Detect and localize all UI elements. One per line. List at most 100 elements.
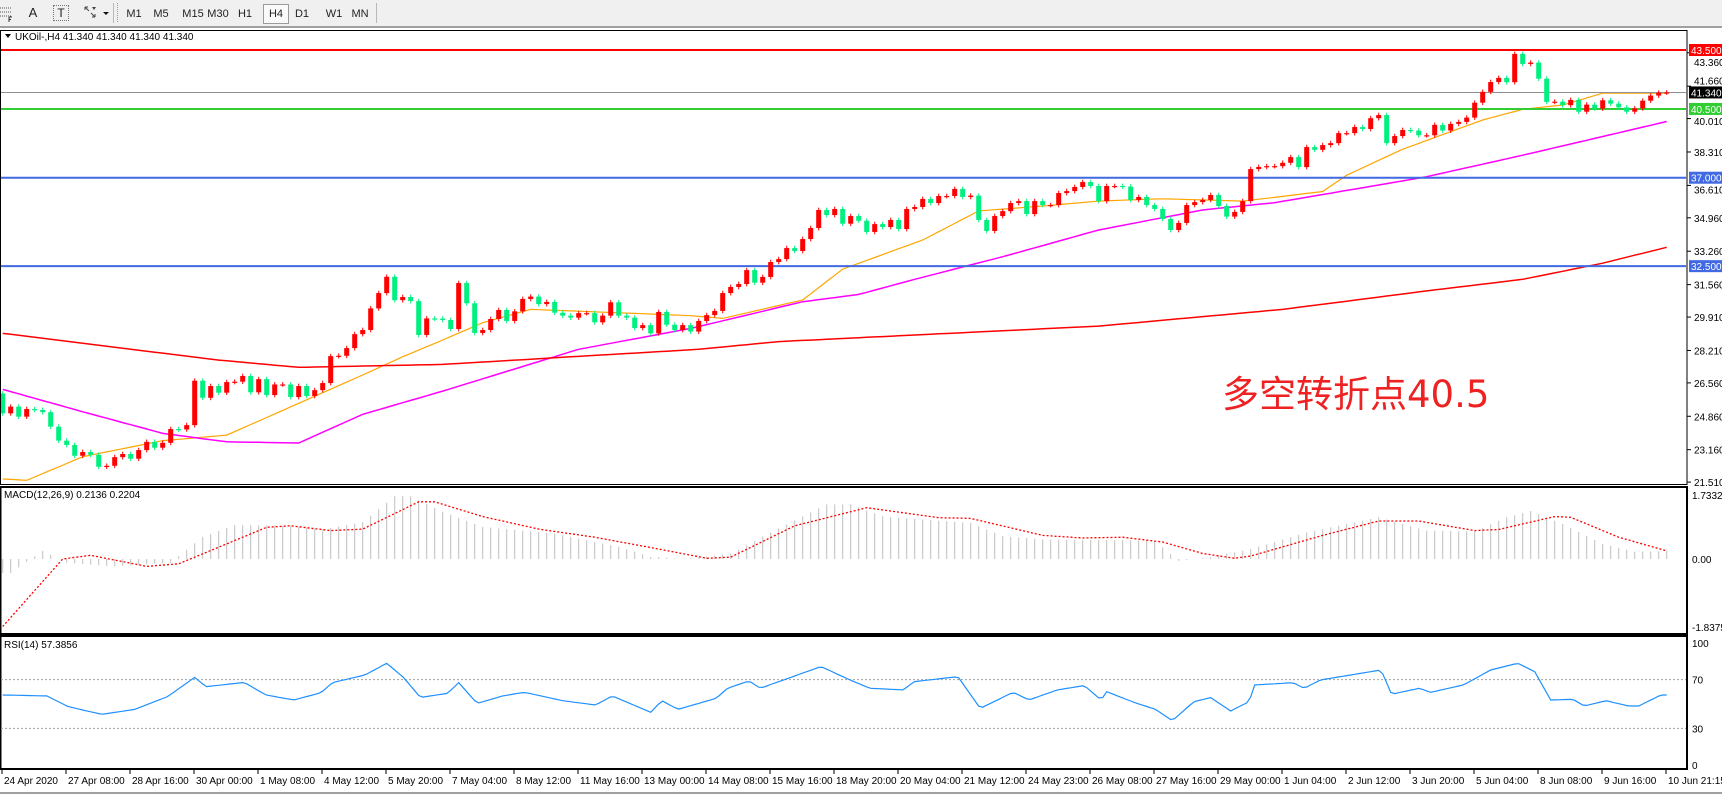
toolbar-grip[interactable] — [117, 3, 118, 23]
time-label: 24 Apr 2020 — [4, 776, 58, 787]
candle — [1632, 106, 1638, 115]
text-a-icon[interactable]: A — [28, 5, 38, 20]
candle — [1384, 112, 1390, 146]
toolbar-separator — [113, 3, 114, 23]
candle-body — [1624, 107, 1630, 112]
timeframe-button-w1[interactable]: W1 — [325, 8, 343, 20]
timeframe-button-m15[interactable]: M15 — [182, 8, 204, 20]
candle — [1080, 179, 1086, 190]
candle — [1496, 75, 1502, 85]
time-label: 7 May 04:00 — [452, 776, 507, 787]
candle-body — [1176, 222, 1182, 230]
candle-body — [416, 301, 422, 335]
candle-body — [1528, 62, 1534, 64]
candle-body — [504, 309, 510, 321]
macd-label: MACD(12,26,9) 0.2136 0.2204 — [4, 490, 141, 501]
candle — [1600, 97, 1606, 111]
text-label-icon[interactable]: T — [53, 5, 69, 21]
candle-body — [1232, 211, 1238, 217]
fibonacci-icon[interactable] — [0, 5, 14, 23]
candle-body — [824, 209, 830, 216]
candle-body — [40, 409, 46, 413]
candle-body — [1336, 133, 1342, 144]
candle-body — [448, 319, 454, 330]
candle — [1024, 198, 1030, 217]
candle-body — [912, 207, 918, 209]
candle — [1368, 115, 1374, 132]
price-tick-label: 40.010 — [1694, 117, 1722, 128]
candle — [1424, 132, 1430, 138]
candle-body — [88, 452, 94, 455]
candle — [992, 213, 998, 234]
candle — [336, 353, 342, 359]
candle-body — [1136, 196, 1142, 200]
candle-body — [336, 355, 342, 357]
candle — [504, 307, 510, 324]
candle-body — [1664, 92, 1670, 94]
price-area — [1, 49, 1686, 481]
candle-body — [960, 188, 966, 197]
timeframe-button-m30[interactable]: M30 — [207, 8, 229, 20]
candle — [384, 274, 390, 296]
candle — [880, 221, 886, 230]
candle — [1136, 194, 1142, 203]
timeframe-button-m1[interactable]: M1 — [126, 8, 142, 20]
candle-body — [1480, 91, 1486, 103]
candle — [1248, 166, 1254, 204]
candle — [1400, 127, 1406, 139]
candle-body — [424, 318, 430, 335]
candle — [776, 256, 782, 265]
candle — [1344, 130, 1350, 136]
time-label: 28 Apr 16:00 — [132, 776, 189, 787]
candle — [408, 294, 414, 304]
candle-body — [104, 465, 110, 467]
arrows-icon[interactable] — [82, 4, 98, 22]
candle — [376, 290, 382, 311]
candle-body — [440, 318, 446, 320]
candle — [1200, 197, 1206, 205]
timeframe-button-m5[interactable]: M5 — [153, 8, 169, 20]
candle-body — [1544, 78, 1550, 102]
candle-body — [1424, 135, 1430, 137]
candle-body — [904, 208, 910, 230]
candle-body — [704, 315, 710, 321]
collapse-triangle-icon[interactable] — [5, 34, 11, 38]
timeframe-button-h4[interactable]: H4 — [263, 4, 289, 24]
candle — [400, 294, 406, 303]
candle-body — [264, 379, 270, 396]
candle-body — [472, 303, 478, 333]
chart-title: UKOil-,H4 41.340 41.340 41.340 41.340 — [15, 32, 194, 43]
candle — [224, 379, 230, 396]
candle-body — [1352, 127, 1358, 134]
timeframe-button-d1[interactable]: D1 — [294, 8, 310, 20]
price-tick-label: 34.960 — [1694, 214, 1722, 225]
candle — [1120, 183, 1126, 189]
candle — [216, 383, 222, 396]
candle — [1088, 179, 1094, 189]
macd-signal-line — [2, 501, 1667, 627]
price-tick-label: 31.560 — [1694, 281, 1722, 292]
candle-body — [720, 293, 726, 311]
time-label: 27 Apr 08:00 — [68, 776, 125, 787]
candle — [1104, 183, 1110, 204]
candle — [392, 274, 398, 303]
candle-body — [1280, 162, 1286, 167]
candle-body — [1112, 185, 1118, 188]
candle — [952, 186, 958, 199]
candle-body — [896, 219, 902, 230]
candle-body — [224, 382, 230, 393]
timeframe-button-h1[interactable]: H1 — [237, 8, 253, 20]
candle-body — [832, 208, 838, 216]
candle-body — [712, 310, 718, 316]
candle — [440, 316, 446, 323]
candle — [656, 309, 662, 336]
dropdown-icon[interactable] — [102, 4, 110, 22]
candle-body — [1360, 127, 1366, 129]
candle — [680, 322, 686, 333]
candle — [1152, 202, 1158, 212]
candle — [768, 259, 774, 280]
candle — [432, 316, 438, 321]
timeframe-button-mn[interactable]: MN — [351, 8, 369, 20]
candle-body — [72, 444, 78, 456]
